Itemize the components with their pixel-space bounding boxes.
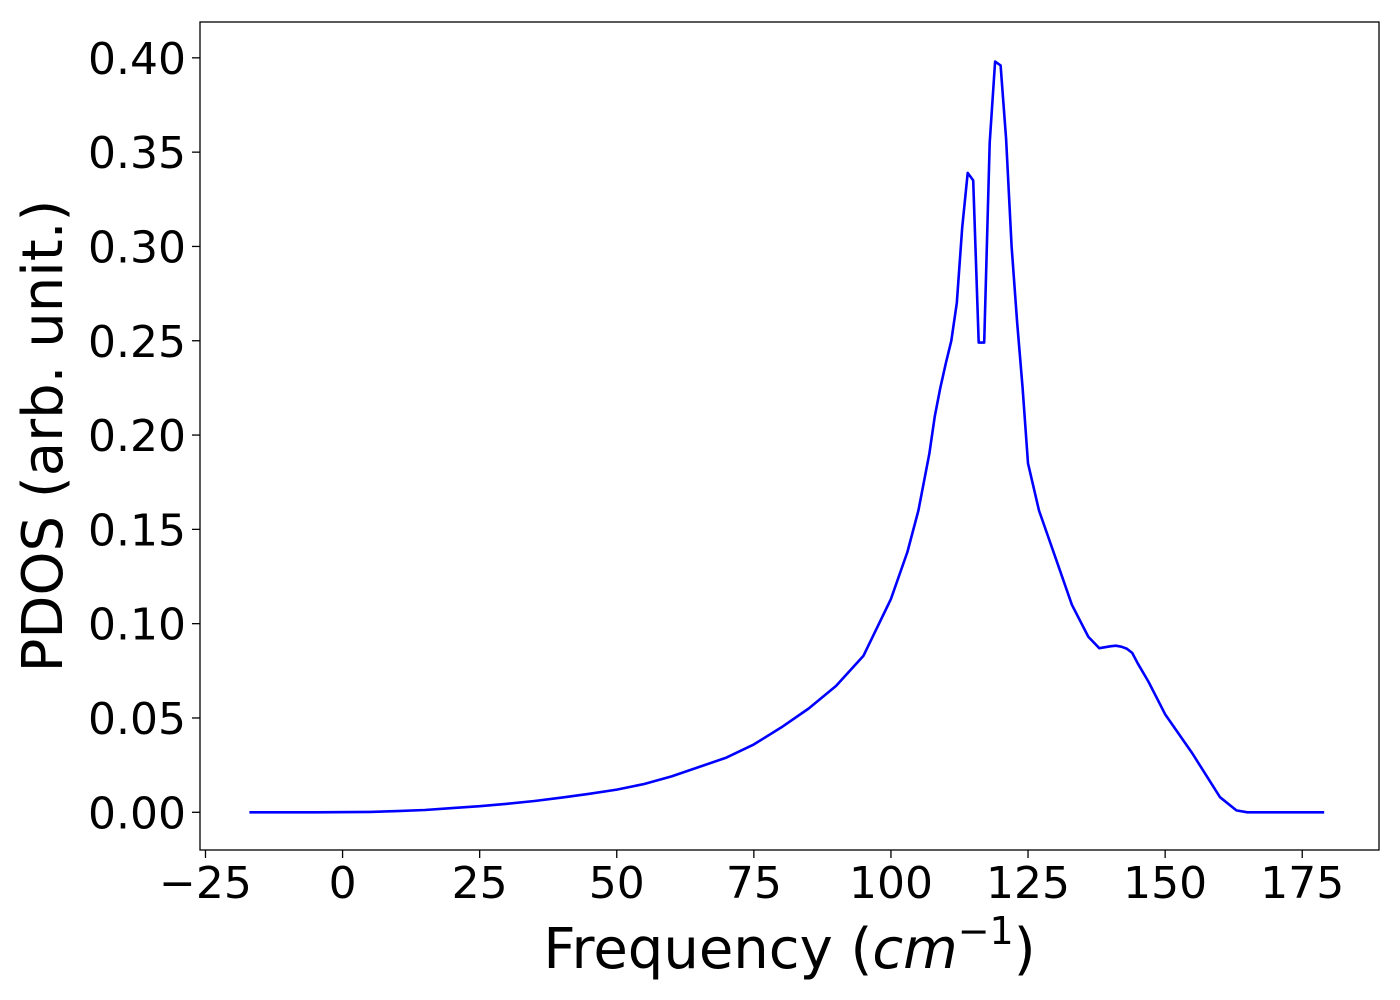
y-tick-label: 0.30: [88, 222, 186, 273]
x-tick-label: 0: [329, 858, 357, 909]
y-tick-label: 0.10: [88, 600, 186, 651]
x-axis-label-text: Frequency (: [543, 917, 872, 982]
x-tick-label: −25: [159, 858, 252, 909]
pdos-series-line: [249, 60, 1325, 814]
y-tick-label: 0.00: [88, 788, 186, 839]
x-tick-label: 150: [1123, 858, 1207, 909]
x-axis-label-close: ): [1014, 917, 1036, 982]
y-tick-label: 0.15: [88, 505, 186, 556]
x-axis-label: Frequency (cm−1): [543, 909, 1035, 982]
x-axis-ticks: −25 0 25 50 75 100 125 150 175: [159, 850, 1344, 909]
y-tick-label: 0.20: [88, 411, 186, 462]
x-tick-label: 75: [726, 858, 782, 909]
plot-series: [249, 60, 1325, 814]
y-tick-label: 0.35: [88, 128, 186, 179]
x-tick-label: 175: [1260, 858, 1344, 909]
x-tick-label: 25: [452, 858, 508, 909]
x-axis-label-unit: cm: [872, 917, 957, 982]
y-tick-label: 0.25: [88, 317, 186, 368]
x-tick-label: 125: [986, 858, 1070, 909]
x-axis-label-exponent: −1: [958, 909, 1014, 953]
x-tick-label: 100: [849, 858, 933, 909]
y-axis-ticks: 0.00 0.05 0.10 0.15 0.20 0.25 0.30 0.35 0.40: [88, 34, 200, 839]
y-tick-label: 0.05: [88, 694, 186, 745]
y-axis-label: PDOS (arb. unit.): [11, 200, 76, 673]
plot-frame: [199, 21, 1380, 851]
x-tick-label: 50: [589, 858, 645, 909]
y-tick-label: 0.40: [88, 34, 186, 85]
